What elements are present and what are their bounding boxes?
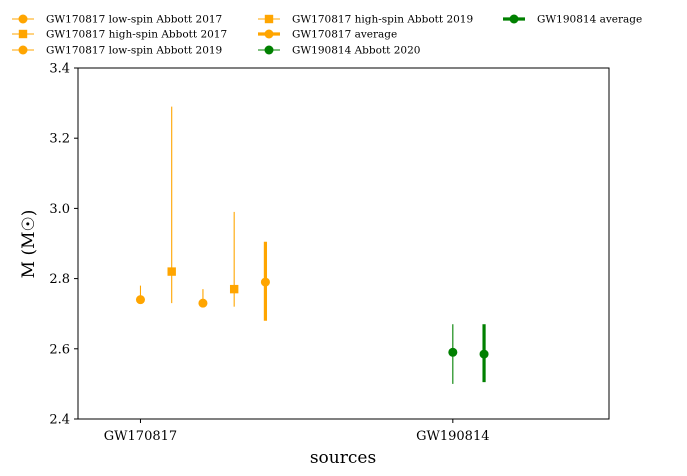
y-tick-label: 3.0 [49, 202, 70, 217]
legend-label: GW170817 low-spin Abbott 2017 [46, 14, 222, 26]
series-4 [229, 211, 239, 307]
plot-area [135, 106, 489, 384]
data-point [167, 267, 176, 276]
x-tick-label: GW170817 [104, 429, 177, 444]
data-point [448, 347, 458, 357]
legend-entry-4: GW170817 high-spin Abbott 2019 [258, 14, 473, 26]
legend-label: GW190814 Abbott 2020 [292, 45, 420, 57]
series-6 [448, 324, 458, 384]
series-1 [135, 285, 145, 305]
legend-label: GW190814 average [537, 14, 642, 26]
legend-marker [18, 45, 28, 55]
series-2 [167, 106, 176, 304]
legend: GW170817 low-spin Abbott 2017 GW170817 hi… [12, 14, 642, 57]
series-3 [198, 289, 208, 308]
y-tick-label: 2.6 [49, 342, 70, 357]
legend-label: GW170817 low-spin Abbott 2019 [46, 45, 222, 57]
series-5 [260, 241, 270, 321]
axes-frame [77, 67, 610, 420]
legend-marker [264, 45, 274, 55]
legend-entry-2: GW170817 high-spin Abbott 2017 [12, 29, 227, 41]
x-tick-label: GW190814 [416, 429, 489, 444]
legend-marker [264, 14, 274, 24]
legend-entry-5: GW170817 average [258, 29, 397, 41]
y-tick-label: 3.2 [49, 132, 70, 147]
data-point [479, 349, 489, 359]
data-point [260, 277, 270, 287]
data-point [229, 284, 239, 294]
legend-label: GW170817 high-spin Abbott 2017 [46, 29, 227, 41]
axes: 2.4 2.6 2.8 3.0 3.2 3.4 GW170817 GW190814 [49, 62, 610, 444]
legend-marker [18, 29, 28, 39]
y-tick-label: 3.4 [49, 62, 70, 77]
y-axis-label: M (M☉) [19, 210, 39, 279]
legend-entry-7: GW190814 average [503, 14, 642, 26]
series-7 [479, 324, 489, 383]
legend-marker [18, 14, 28, 24]
legend-marker [509, 14, 519, 24]
legend-entry-3: GW170817 low-spin Abbott 2019 [12, 45, 222, 57]
legend-label: GW170817 high-spin Abbott 2019 [292, 14, 473, 26]
data-point [135, 295, 145, 305]
legend-label: GW170817 average [292, 29, 397, 41]
legend-marker [264, 29, 274, 39]
legend-entry-1: GW170817 low-spin Abbott 2017 [12, 14, 222, 26]
y-tick-label: 2.4 [49, 413, 70, 428]
data-point [198, 298, 208, 308]
y-tick-label: 2.8 [49, 272, 70, 287]
legend-entry-6: GW190814 Abbott 2020 [258, 45, 420, 57]
x-axis-label: sources [310, 448, 376, 468]
